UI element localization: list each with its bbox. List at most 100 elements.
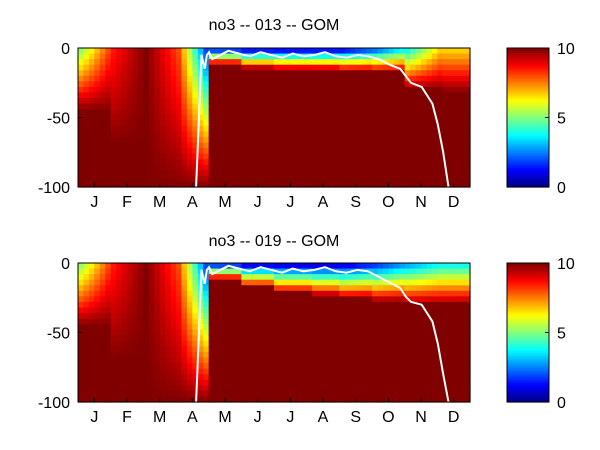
heatmap-cell (448, 301, 455, 309)
heatmap-cell (290, 114, 297, 121)
heatmap-cell (203, 324, 210, 331)
heatmap-cell (214, 379, 221, 386)
heatmap-cell (192, 263, 199, 270)
heatmap-cell (268, 159, 275, 166)
heatmap-cell (459, 53, 466, 60)
heatmap-cell (257, 164, 264, 171)
heatmap-cell (453, 64, 460, 71)
heatmap-cell (393, 75, 400, 82)
heatmap-cell (214, 385, 221, 392)
heatmap-cell (448, 318, 455, 325)
heatmap-cell (284, 335, 291, 342)
heatmap-cell (453, 285, 460, 292)
heatmap-cell (355, 296, 362, 303)
heatmap-cell (366, 175, 373, 183)
heatmap-cell (410, 368, 417, 375)
heatmap-cell (203, 318, 210, 325)
heatmap-cell (116, 279, 123, 286)
heatmap-cell (154, 357, 161, 364)
heatmap-cell (121, 120, 128, 127)
heatmap-cell (339, 120, 346, 127)
heatmap-cell (219, 318, 226, 325)
heatmap-cell (252, 53, 259, 60)
heatmap-cell (448, 268, 455, 275)
heatmap-cell (339, 390, 346, 398)
heatmap-cell (99, 159, 106, 166)
heatmap-cell (437, 385, 444, 392)
heatmap-cell (165, 181, 172, 188)
heatmap-cell (181, 131, 188, 138)
heatmap-cell (246, 59, 253, 66)
heatmap-cell (208, 346, 215, 353)
heatmap-cell (393, 363, 400, 370)
heatmap-cell (159, 357, 166, 364)
heatmap-cell (148, 324, 155, 331)
heatmap-cell (257, 374, 264, 381)
heatmap-cell (372, 335, 379, 342)
heatmap-cell (219, 385, 226, 392)
heatmap-cell (99, 396, 106, 403)
heatmap-cell (110, 86, 117, 94)
heatmap-cell (361, 351, 368, 359)
colorbar-cell (507, 84, 549, 88)
heatmap-cell (295, 307, 302, 314)
heatmap-cell (410, 279, 417, 286)
heatmap-cell (192, 268, 199, 275)
heatmap-cell (328, 131, 335, 138)
heatmap-cell (165, 92, 172, 99)
heatmap-cell (203, 48, 210, 55)
heatmap-cell (203, 81, 210, 88)
heatmap-cell (317, 148, 324, 155)
heatmap-cell (274, 363, 281, 370)
heatmap-cell (290, 48, 297, 55)
heatmap-cell (393, 313, 400, 320)
heatmap-cell (165, 318, 172, 325)
heatmap-cell (132, 48, 139, 55)
heatmap-cell (105, 114, 112, 121)
heatmap-cell (464, 131, 471, 138)
heatmap-cell (137, 301, 144, 309)
heatmap-cell (121, 301, 128, 309)
heatmap-cell (137, 103, 144, 110)
heatmap-cell (355, 70, 362, 77)
heatmap-cell (355, 153, 362, 160)
heatmap-cell (268, 313, 275, 320)
colorbar-cell (507, 382, 549, 386)
heatmap-cell (241, 136, 248, 144)
heatmap-cell (323, 263, 330, 270)
heatmap-cell (377, 70, 384, 77)
heatmap-cell (241, 335, 248, 342)
heatmap-cell (415, 363, 422, 370)
heatmap-cell (137, 114, 144, 121)
heatmap-cell (176, 279, 183, 286)
heatmap-cell (137, 175, 144, 183)
heatmap-cell (121, 335, 128, 342)
heatmap-cell (431, 64, 438, 71)
heatmap-cell (154, 148, 161, 155)
heatmap-cell (464, 148, 471, 155)
heatmap-cell (312, 324, 319, 331)
heatmap-cell (415, 59, 422, 66)
heatmap-cell (317, 114, 324, 121)
heatmap-cell (127, 318, 134, 325)
heatmap-cell (453, 290, 460, 297)
heatmap-cell (235, 98, 242, 105)
heatmap-cell (421, 53, 428, 60)
heatmap-cell (192, 307, 199, 314)
heatmap-cell (464, 385, 471, 392)
heatmap-cell (306, 142, 313, 149)
heatmap-cell (132, 268, 139, 275)
heatmap-cell (361, 131, 368, 138)
heatmap-cell (459, 313, 466, 320)
heatmap-cell (186, 170, 193, 177)
heatmap-cell (344, 75, 351, 82)
heatmap-cell (170, 296, 177, 303)
heatmap-cell (361, 75, 368, 82)
heatmap-cell (132, 98, 139, 105)
heatmap-cell (339, 64, 346, 71)
heatmap-cell (143, 120, 150, 127)
colorbar-cell (507, 280, 549, 284)
colorbar-cell (507, 115, 549, 119)
heatmap-cell (127, 86, 134, 94)
heatmap-cell (143, 142, 150, 149)
